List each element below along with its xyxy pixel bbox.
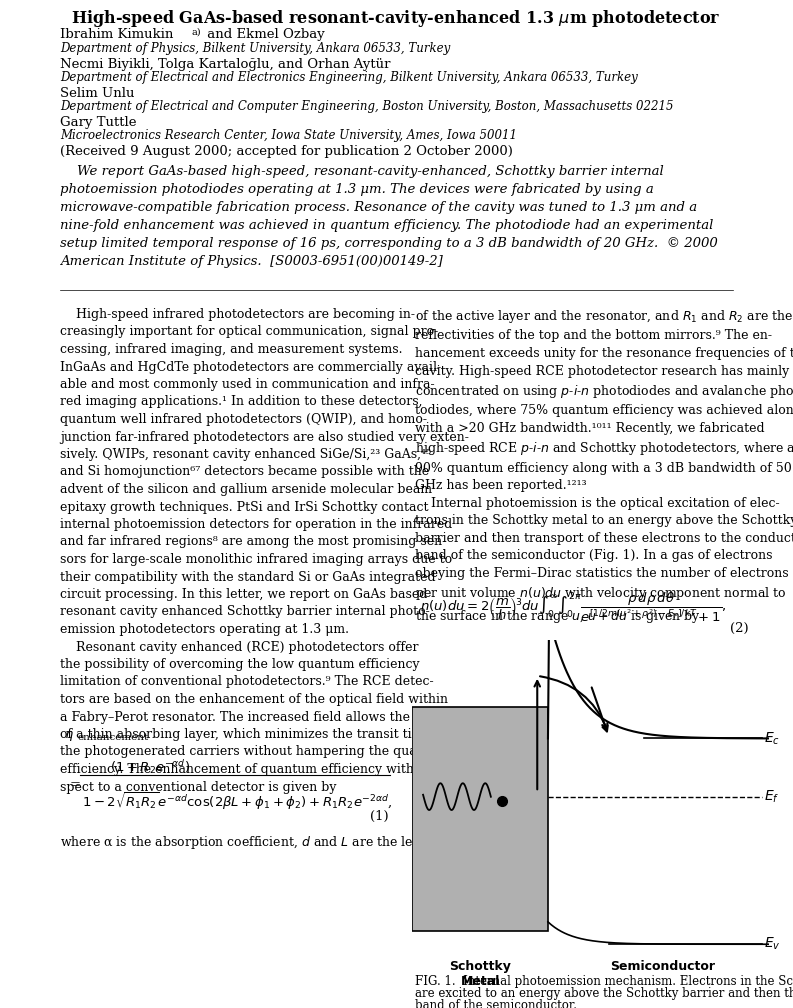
Text: enhancement: enhancement <box>77 733 148 742</box>
Text: η: η <box>65 728 73 741</box>
Text: Department of Physics, Bilkent University, Ankara 06533, Turkey: Department of Physics, Bilkent Universit… <box>60 42 450 55</box>
Text: Ibrahim Kimukin: Ibrahim Kimukin <box>60 28 174 41</box>
Text: Department of Electrical and Electronics Engineering, Bilkent University, Ankara: Department of Electrical and Electronics… <box>60 71 638 84</box>
Text: (2): (2) <box>730 622 749 635</box>
Text: and Ekmel Ozbay: and Ekmel Ozbay <box>203 28 325 41</box>
Bar <box>412 708 548 930</box>
Text: Department of Electrical and Computer Engineering, Boston University, Boston, Ma: Department of Electrical and Computer En… <box>60 100 673 113</box>
Text: $1-2\sqrt{R_1 R_2}e^{-\alpha d}\cos(2\beta L+\phi_1+\phi_2)+R_1 R_2 e^{-2\alpha : $1-2\sqrt{R_1 R_2}e^{-\alpha d}\cos(2\be… <box>82 790 393 811</box>
Text: Gary Tuttle: Gary Tuttle <box>60 116 136 129</box>
Text: FIG. 1.  Internal photoemission mechanism. Electrons in the Schottky metal: FIG. 1. Internal photoemission mechanism… <box>415 975 793 988</box>
Text: (Received 9 August 2000; accepted for publication 2 October 2000): (Received 9 August 2000; accepted for pu… <box>60 145 513 158</box>
Text: band of the semiconductor.: band of the semiconductor. <box>415 999 577 1008</box>
Text: $E_f$: $E_f$ <box>764 788 780 804</box>
Text: $n(u)du = 2\left(\dfrac{m}{h}\right)^{\!3}du\int_0^\infty\int_0^{2\pi}\dfrac{\rh: $n(u)du = 2\left(\dfrac{m}{h}\right)^{\!… <box>420 590 726 624</box>
Text: =: = <box>70 778 81 791</box>
Text: We report GaAs-based high-speed, resonant-cavity-enhanced, Schottky barrier inte: We report GaAs-based high-speed, resonan… <box>60 165 718 268</box>
Text: Microelectronics Research Center, Iowa State University, Ames, Iowa 50011: Microelectronics Research Center, Iowa S… <box>60 129 517 142</box>
Text: High-speed infrared photodetectors are becoming in-
creasingly important for opt: High-speed infrared photodetectors are b… <box>60 308 469 793</box>
Text: are excited to an energy above the Schottky barrier and then they transport to t: are excited to an energy above the Schot… <box>415 987 793 1000</box>
Text: Semiconductor: Semiconductor <box>610 960 714 973</box>
Text: $E_c$: $E_c$ <box>764 730 780 747</box>
Text: High-speed GaAs-based resonant-cavity-enhanced 1.3 $\mu$m photodetector: High-speed GaAs-based resonant-cavity-en… <box>71 8 721 29</box>
Text: where α is the absorption coefficient, $d$ and $L$ are the length: where α is the absorption coefficient, $… <box>60 834 443 851</box>
Text: $E_v$: $E_v$ <box>764 936 780 953</box>
Text: Selim Unlu: Selim Unlu <box>60 87 135 100</box>
Text: Necmi Biyikli, Tolga Kartaloğlu, and Orhan Aytür: Necmi Biyikli, Tolga Kartaloğlu, and Orh… <box>60 58 390 71</box>
Text: $(1+R_2 e^{-\alpha d})$: $(1+R_2 e^{-\alpha d})$ <box>110 758 190 776</box>
Text: Schottky
Metal: Schottky Metal <box>449 960 511 988</box>
Text: a): a) <box>191 28 201 37</box>
Text: (1): (1) <box>370 810 389 823</box>
Text: of the active layer and the resonator, and $R_1$ and $R_2$ are the
reflectivitie: of the active layer and the resonator, a… <box>415 308 793 625</box>
